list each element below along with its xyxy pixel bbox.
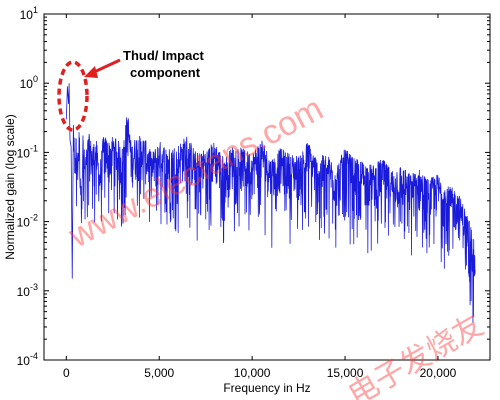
thud-impact-annotation: Thud/ Impact component bbox=[57, 48, 205, 132]
annotation-text-line-1: Thud/ Impact bbox=[123, 48, 205, 63]
series-layer bbox=[65, 83, 476, 323]
y-tick-label: 10-2 bbox=[17, 213, 38, 230]
x-tick-label: 15,000 bbox=[327, 366, 364, 380]
y-axis-ticks: 10-4 10-3 10-2 10-1 100 101 bbox=[17, 5, 490, 368]
x-tick-label: 20,000 bbox=[420, 366, 457, 380]
annotation-text-line-2: component bbox=[130, 65, 201, 80]
y-axis-label: Normalized gain (log scale) bbox=[3, 114, 17, 259]
spectrum-series-line bbox=[65, 83, 476, 323]
x-axis-ticks: 0 5,000 10,000 15,000 20,000 bbox=[63, 14, 457, 380]
y-tick-label: 10-1 bbox=[17, 143, 38, 160]
y-tick-label: 100 bbox=[20, 74, 38, 91]
annotation-highlight-ellipse bbox=[57, 60, 89, 132]
x-tick-label: 0 bbox=[63, 366, 70, 380]
y-tick-label: 101 bbox=[20, 5, 38, 22]
y-tick-label: 10-3 bbox=[17, 282, 38, 299]
x-tick-label: 5,000 bbox=[144, 366, 174, 380]
annotation-arrow-head bbox=[84, 66, 98, 78]
x-tick-label: 10,000 bbox=[234, 366, 271, 380]
annotation-arrow-line bbox=[91, 58, 121, 75]
y-tick-label: 10-4 bbox=[17, 351, 38, 368]
x-axis-label: Frequency in Hz bbox=[223, 381, 310, 395]
